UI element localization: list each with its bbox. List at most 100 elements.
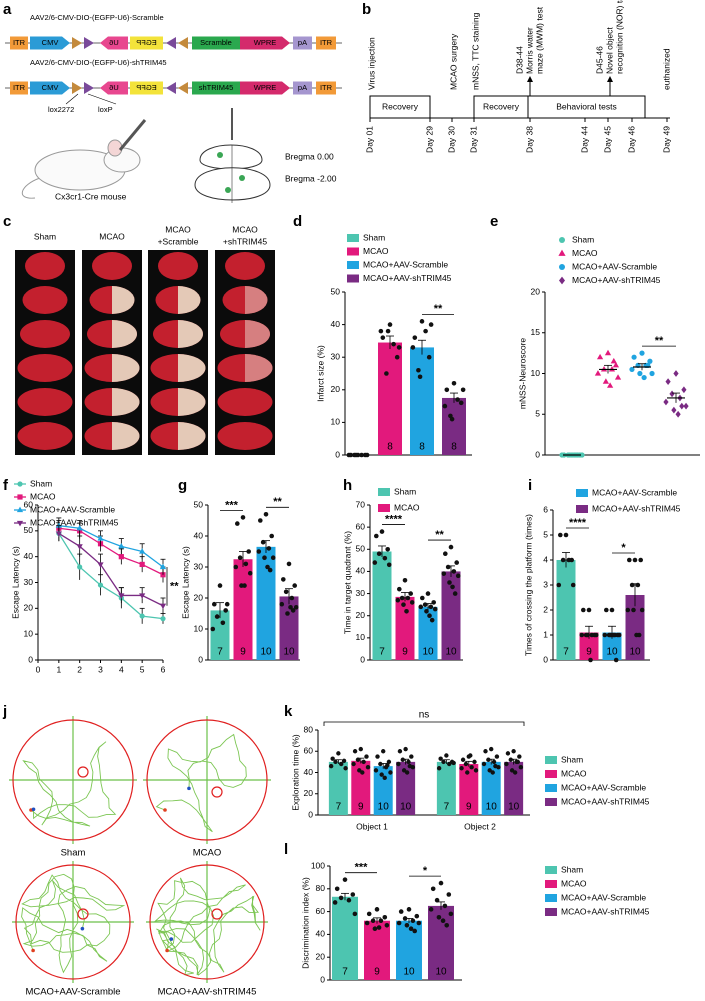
y-tick-label: 3 [543,579,548,589]
data-point [212,601,217,607]
data-point [431,600,437,605]
data-point [556,582,562,588]
y-tick-label: 70 [356,499,366,509]
data-point [563,532,569,538]
data-point [463,761,469,767]
vector-element-label: ITR [13,83,26,92]
legend-swatch [576,505,588,513]
bar [372,551,392,660]
slice-group-label: MCAO [165,224,191,234]
data-point [384,922,390,928]
data-point [374,533,379,539]
legend-marker [559,264,565,270]
y-tick-label: 20 [316,951,326,961]
data-point [384,371,389,376]
data-point [451,569,457,574]
vector-element [240,81,290,95]
n-label: 7 [444,802,450,813]
vector-element [192,36,240,50]
y-axis-title: Exploration time (%) [290,734,300,811]
y-tick-label: 0 [360,654,365,664]
data-point [631,354,637,360]
data-point [286,561,292,567]
bar [256,546,276,660]
y-tick-label: 10 [24,628,34,638]
legend-marker [559,276,565,285]
legend-marker [16,506,24,513]
data-point [671,406,677,414]
data-point [240,515,246,520]
y-tick-label: 100 [311,860,325,870]
data-point [486,757,491,762]
data-point [430,886,436,892]
data-point [262,555,267,560]
brain-slice [22,286,68,314]
data-point [396,761,401,767]
data-point [223,608,228,613]
brain-section [199,144,263,170]
data-point [76,524,83,531]
data-point [570,582,576,588]
data-point [350,892,356,897]
data-point [361,759,366,765]
vector-element-label: CMV [42,83,59,92]
data-point [397,749,403,754]
n-label: 9 [466,802,472,813]
data-point [382,915,388,920]
data-point [452,591,458,596]
data-point [612,361,620,368]
data-point [460,757,466,762]
data-point [160,616,166,622]
data-point [283,589,289,595]
phase-box [527,95,646,119]
data-point [258,518,263,523]
phase-label: Behavioral tests [556,101,616,111]
vector-element-label: ITR [320,38,333,47]
infarct-area [245,320,270,348]
bregma-label: Bregma 0.00 [285,151,334,161]
legend-swatch [347,247,359,256]
data-point [491,759,497,765]
y-tick-label: 2 [543,604,548,614]
data-point [447,580,452,585]
data-point [118,593,125,599]
data-point [559,452,565,458]
day-label: Day 31 [468,126,478,153]
y-tick-label: 10 [331,417,341,427]
data-point [235,521,240,526]
x-tick-label: Object 2 [464,821,496,831]
data-point [422,602,428,607]
data-point [409,600,415,605]
legend-label: MCAO+AAV-shTRIM45 [30,517,119,527]
data-point [381,749,386,754]
data-point [558,532,563,538]
bar [481,761,501,815]
event-label: recognition (NOR) task [614,0,624,74]
data-point [385,328,391,334]
data-point [609,607,615,613]
phase-label: Recovery [382,101,419,111]
y-tick-label: 10 [356,632,366,642]
data-point [270,555,276,560]
day-label: Day 29 [424,126,434,153]
data-point [260,539,266,545]
significance-label: ** [435,529,444,541]
data-point [358,746,363,752]
significance-label: **** [569,517,587,529]
significance-label: *** [225,499,239,511]
data-point [616,632,622,638]
legend-swatch [545,756,557,764]
data-point [379,772,384,777]
data-point [376,551,382,557]
data-point [635,582,641,588]
data-point [263,512,269,517]
series-line [58,532,164,607]
data-point [246,549,251,554]
legend-swatch [347,261,359,269]
data-point [403,746,408,752]
bar [459,764,479,815]
infarct-area [112,388,140,416]
vector-element-label: WPRE [254,38,277,47]
panel-label: e [490,213,498,230]
data-point [649,370,655,377]
